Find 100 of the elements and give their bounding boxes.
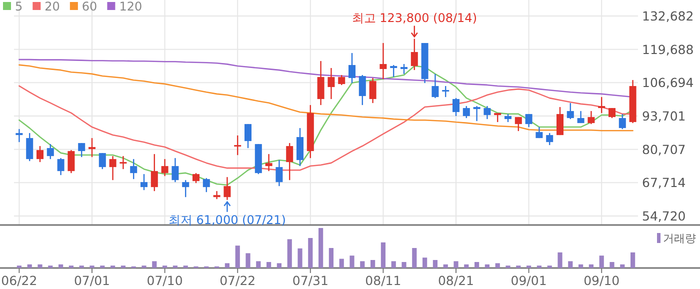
bar: [464, 264, 469, 268]
bar: [276, 263, 282, 268]
y-tick-label: 80,707: [642, 142, 686, 157]
bar: [454, 261, 458, 268]
x-tick-label: 08/21: [438, 273, 474, 288]
bar: [339, 258, 344, 268]
bar: [432, 260, 438, 268]
bar: [484, 264, 490, 268]
candlestick: [130, 158, 138, 180]
candlestick: [566, 102, 574, 120]
bar: [495, 263, 500, 268]
candlestick: [68, 149, 75, 174]
bar: [588, 264, 594, 268]
bar: [443, 264, 448, 268]
candlestick: [608, 107, 616, 119]
bar: [266, 262, 272, 268]
candlestick: [598, 96, 606, 114]
candlestick: [588, 110, 595, 125]
legend-label: 거래량: [663, 232, 696, 245]
candlestick: [358, 74, 366, 106]
bar: [422, 258, 428, 268]
candlestick: [98, 152, 106, 170]
bar: [318, 228, 324, 268]
bar: [58, 264, 64, 268]
x-tick-label: 06/22: [1, 273, 38, 288]
candlestick: [410, 38, 418, 71]
candlestick: [546, 132, 554, 146]
candlestick: [150, 153, 158, 192]
bar: [246, 253, 250, 268]
y-tick-label: 54,720: [642, 208, 686, 224]
annotation: 최저 61,000 (07/21): [168, 212, 286, 227]
bar: [308, 238, 313, 268]
bar: [360, 261, 365, 268]
x-tick-label: 07/31: [292, 273, 328, 288]
bar: [38, 264, 42, 268]
bar: [152, 261, 157, 268]
candlestick: [442, 85, 450, 98]
candlestick: [390, 64, 398, 78]
annotation: 최고 123,800 (08/14): [352, 10, 477, 25]
candlestick: [120, 155, 127, 170]
candlestick: [338, 74, 346, 86]
legend-label: 5: [15, 0, 23, 14]
candlestick: [265, 153, 272, 172]
candlestick: [57, 157, 64, 176]
y-tick-label: 67,714: [642, 175, 686, 190]
candlestick: [78, 142, 86, 158]
x-tick-label: 09/10: [584, 273, 620, 288]
bar: [474, 262, 480, 268]
bar: [599, 256, 604, 268]
bar: [224, 263, 230, 268]
x-tick-label: 07/22: [220, 273, 256, 288]
candlestick: [88, 137, 96, 158]
candlestick: [484, 105, 491, 120]
y-tick-label: 132,682: [642, 8, 694, 24]
candlestick: [224, 176, 231, 200]
candlestick: [452, 97, 460, 117]
candlestick: [462, 105, 470, 119]
candlestick: [276, 159, 283, 187]
bar: [578, 264, 584, 268]
x-tick-label: 09/01: [510, 273, 547, 288]
candlestick: [286, 142, 294, 181]
candlestick: [234, 134, 242, 156]
bar: [412, 248, 417, 268]
bar: [402, 262, 406, 268]
candlestick: [348, 52, 356, 84]
candlestick: [109, 155, 116, 181]
legend-label: 120: [119, 0, 142, 14]
candlestick: [432, 73, 439, 99]
candlestick: [182, 179, 190, 198]
candlestick: [16, 128, 23, 143]
y-tick-label: 93,701: [642, 108, 686, 124]
candlestick: [26, 132, 34, 162]
candlestick: [36, 145, 44, 163]
bar: [27, 264, 32, 268]
legend-label: 20: [44, 0, 60, 14]
bar: [610, 262, 614, 268]
bar: [620, 264, 625, 268]
bar: [287, 239, 292, 268]
bar: [350, 256, 354, 268]
candlestick: [525, 113, 532, 128]
candlestick: [140, 173, 148, 191]
candlestick: [296, 127, 304, 167]
bar: [630, 252, 636, 268]
bar: [558, 252, 562, 268]
candlestick: [46, 143, 54, 160]
candlestick: [577, 110, 584, 124]
y-tick-label: 106,694: [642, 75, 694, 90]
candlestick: [514, 116, 522, 132]
candlestick: [317, 60, 324, 106]
bar: [391, 261, 396, 268]
candlestick: [328, 67, 335, 100]
bar: [568, 261, 573, 268]
bar: [370, 260, 376, 268]
candlestick: [244, 123, 252, 149]
candlestick: [202, 177, 210, 193]
bar: [256, 261, 261, 268]
candlestick: [473, 105, 480, 122]
candlestick: [172, 157, 179, 183]
candlestick: [213, 190, 220, 200]
x-tick-label: 07/01: [74, 273, 110, 288]
